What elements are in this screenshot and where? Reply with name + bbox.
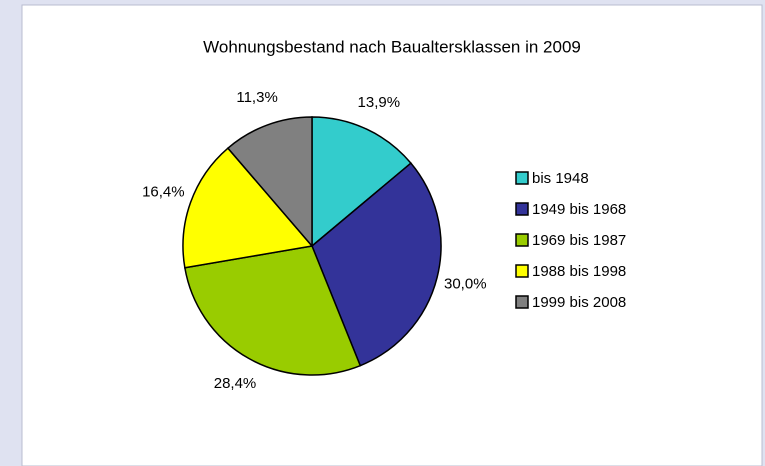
pie-slice	[226, 116, 313, 249]
legend-label: 1969 bis 1987	[532, 232, 626, 249]
legend-label: 1949 bis 1968	[532, 201, 626, 218]
legend-label: 1988 bis 1998	[532, 263, 626, 280]
legend-swatch	[515, 295, 529, 309]
data-label: 16,4%	[142, 183, 185, 200]
pie-slice	[182, 147, 314, 269]
data-label: 11,3%	[236, 89, 277, 106]
data-label: 28,4%	[214, 375, 257, 392]
pie-slice	[311, 162, 442, 367]
pie-slice	[311, 116, 412, 248]
data-label: 30,0%	[444, 275, 487, 292]
legend-label: bis 1948	[532, 170, 589, 187]
legend-swatch	[515, 202, 529, 216]
legend-swatch	[515, 233, 529, 247]
legend-swatch	[515, 171, 529, 185]
chart-title: Wohnungsbestand nach Baualtersklassen in…	[203, 37, 581, 56]
legend-swatch	[515, 264, 529, 278]
data-label: 13,9%	[358, 94, 401, 111]
legend-label: 1999 bis 2008	[532, 294, 626, 311]
pie-slice	[183, 245, 362, 376]
